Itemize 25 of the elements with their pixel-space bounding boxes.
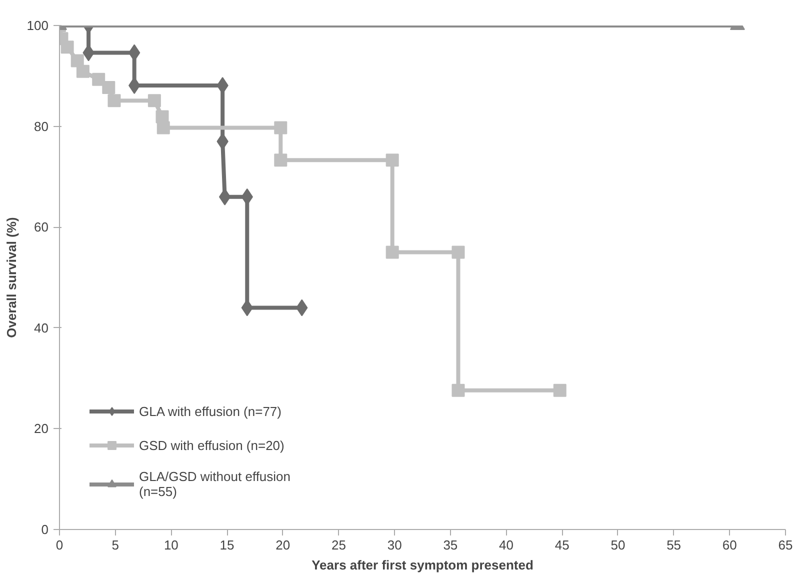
x-tick-label: 35 [443,538,458,552]
y-tick-label: 100 [26,18,49,33]
y-tick-label: 0 [41,522,49,537]
x-tick-label: 65 [778,538,793,552]
x-tick-label: 15 [220,538,234,552]
x-tick-label: 5 [112,538,119,552]
y-axis-title: Overall survival (%) [4,217,19,338]
legend-label: GSD with effusion (n=20) [139,438,284,452]
x-tick-label: 10 [164,538,178,552]
x-tick-label: 0 [56,538,64,552]
y-tick-label: 60 [34,220,49,235]
x-tick-label: 25 [332,538,346,552]
x-tick-label: 60 [722,538,737,552]
y-tick-label: 80 [34,118,49,134]
legend-label: GLA with effusion (n=77) [139,404,282,418]
x-tick-label: 40 [499,538,514,552]
y-tick-label: 40 [34,320,49,336]
x-tick-label: 30 [387,538,402,552]
legend-label: GLA/GSD without effusion (n=55) [139,469,291,499]
x-tick-label: 20 [276,538,290,552]
x-axis-title: Years after first symptom presented [312,558,534,572]
x-tick-label: 55 [666,538,682,552]
x-tick-label: 50 [610,538,626,552]
y-tick-label: 20 [34,421,49,436]
x-tick-label: 45 [554,538,570,552]
